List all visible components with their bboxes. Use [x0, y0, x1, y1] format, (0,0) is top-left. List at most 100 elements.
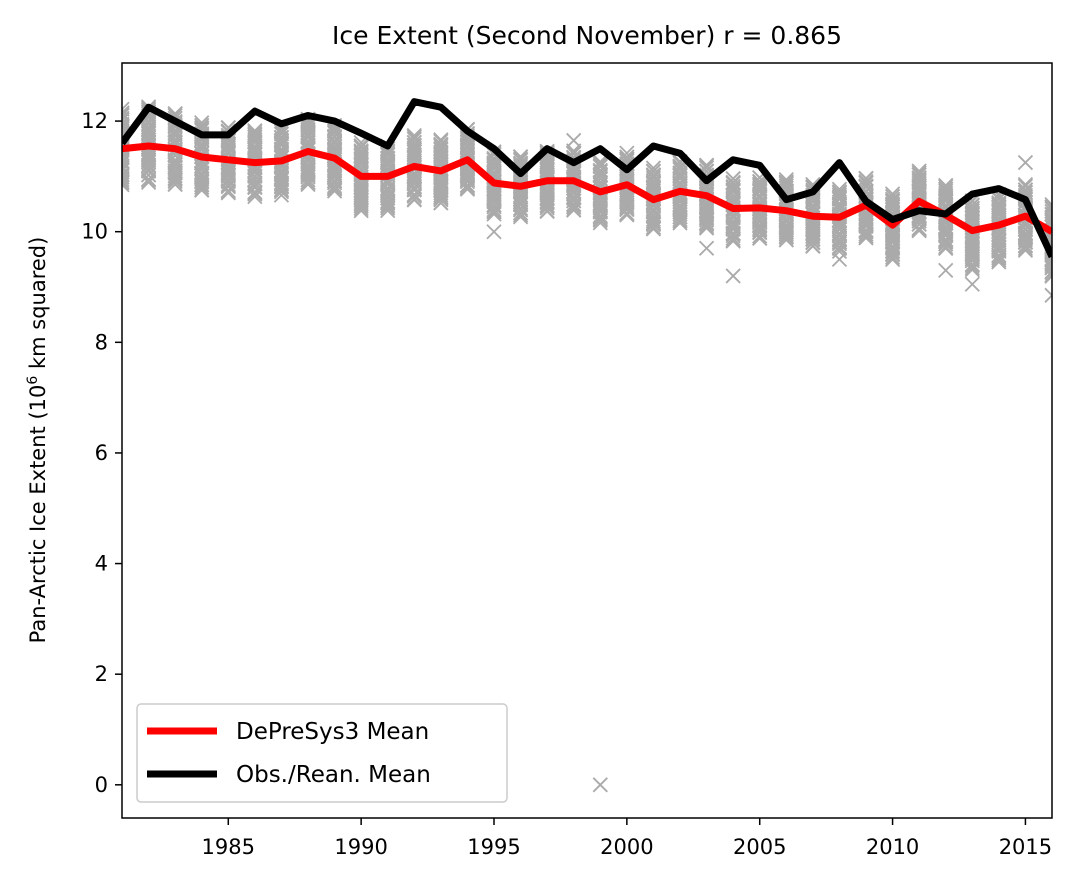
ensemble-member-marker: [353, 138, 369, 154]
ensemble-outlier-marker: [1044, 287, 1052, 303]
ensemble-member-marker: [247, 129, 263, 145]
y-tick-label: 8: [95, 330, 108, 354]
ensemble-member-marker: [539, 187, 555, 203]
x-tick-label: 1995: [467, 835, 520, 859]
ensemble-member-marker: [672, 211, 688, 228]
ensemble-member-marker: [884, 191, 901, 207]
ensemble-member-marker: [353, 150, 369, 167]
ensemble-member-marker: [122, 106, 130, 122]
ensemble-member-marker: [247, 125, 263, 142]
ensemble-member-marker: [911, 163, 927, 179]
ensemble-member-marker: [566, 196, 582, 212]
ensemble-member-marker: [725, 182, 741, 198]
x-tick-label: 2010: [866, 835, 919, 859]
ensemble-member-marker: [167, 159, 183, 176]
ensemble-member-marker: [831, 184, 848, 200]
y-tick-label: 4: [95, 552, 108, 576]
legend-label-depresys3: DePreSys3 Mean: [236, 719, 429, 745]
ensemble-member-marker: [486, 158, 502, 174]
ensemble-member-marker: [326, 163, 343, 179]
ensemble-member-marker: [645, 219, 662, 235]
ensemble-member-marker: [406, 131, 422, 147]
ensemble-member-marker: [592, 191, 608, 208]
ensemble-member-marker: [353, 145, 369, 162]
ensemble-outlier-marker: [698, 240, 715, 256]
ensemble-member-marker: [140, 121, 157, 137]
legend-box: [136, 703, 508, 803]
legend-label-obs: Obs./Rean. Mean: [236, 762, 431, 788]
y-axis-label: Pan-Arctic Ice Extent (106 km squared): [25, 237, 50, 644]
ensemble-member-marker: [1017, 176, 1034, 193]
ensemble-member-marker: [938, 177, 954, 193]
ensemble-member-marker: [938, 179, 954, 195]
ensemble-member-marker: [122, 174, 130, 190]
ensemble-outlier-marker: [725, 268, 741, 284]
ensemble-member-marker: [991, 191, 1007, 207]
ensemble-member-marker: [1017, 229, 1034, 245]
ensemble-member-marker: [247, 146, 263, 162]
ensemble-member-marker: [140, 174, 157, 190]
ensemble-member-marker: [831, 187, 848, 203]
plot-frame: [121, 62, 1053, 819]
ensemble-member-marker: [831, 181, 848, 197]
ensemble-member-marker: [911, 170, 927, 186]
ensemble-member-marker: [592, 156, 608, 172]
ensemble-member-marker: [592, 154, 608, 170]
ensemble-member-marker: [122, 105, 130, 121]
ensemble-member-marker: [194, 173, 210, 189]
ensemble-member-marker: [406, 173, 422, 189]
ensemble-member-marker: [672, 160, 688, 176]
ensemble-member-marker: [1044, 203, 1052, 220]
ensemble-member-marker: [592, 215, 608, 231]
ensemble-member-marker: [566, 164, 582, 180]
ensemble-outlier-marker: [831, 251, 848, 267]
ensemble-member-marker: [512, 149, 529, 165]
ensemble-member-marker: [725, 171, 741, 187]
x-tick-label: 2015: [999, 835, 1052, 859]
ensemble-member-marker: [964, 200, 980, 216]
ensemble-member-marker: [645, 167, 662, 183]
x-tick-label: 1990: [334, 835, 387, 859]
ensemble-member-marker: [247, 123, 263, 139]
y-tick-label: 2: [95, 662, 108, 686]
chart-title: Ice Extent (Second November) r = 0.865: [332, 21, 842, 50]
ensemble-member-marker: [353, 139, 369, 156]
ensemble-member-marker: [858, 173, 874, 190]
obs-rean-mean-line: [122, 98, 1052, 259]
series-lines: [122, 98, 1052, 259]
ensemble-outlier-marker: [964, 276, 980, 292]
ensemble-member-marker: [122, 101, 130, 117]
ensemble-member-marker: [592, 158, 608, 174]
y-tick-label: 6: [95, 441, 108, 465]
ensemble-member-marker: [406, 129, 422, 145]
ensemble-member-marker: [858, 175, 874, 191]
y-tick-label: 0: [95, 773, 108, 797]
ensemble-member-marker: [725, 178, 741, 195]
ensemble-member-marker: [1044, 201, 1052, 217]
ensemble-member-marker: [752, 176, 768, 193]
ensemble-member-marker: [433, 132, 449, 148]
ensemble-member-marker: [672, 161, 688, 178]
y-tick-label: 12: [81, 109, 108, 133]
ensemble-member-marker: [778, 174, 794, 190]
ensemble-member-marker: [619, 145, 635, 161]
ensemble-member-marker: [884, 193, 901, 209]
ensemble-member-marker: [433, 136, 449, 152]
ensemble-member-marker: [831, 239, 848, 255]
x-tick-label: 1985: [202, 835, 255, 859]
ensemble-member-marker: [512, 202, 529, 218]
ensemble-member-marker: [406, 142, 422, 158]
ensemble-member-marker: [911, 167, 927, 183]
y-axis: 0 2 4 6 8 10 12: [81, 109, 122, 797]
ensemble-outlier-marker: [938, 262, 954, 279]
ensemble-member-marker: [273, 126, 290, 142]
ensemble-member-marker: [326, 125, 343, 141]
ensemble-member-marker: [698, 157, 715, 173]
y-tick-label: 10: [81, 220, 108, 244]
ensemble-member-marker: [406, 134, 422, 150]
ensemble-member-marker: [778, 172, 794, 188]
ensemble-member-marker: [858, 171, 874, 187]
ensemble-outlier-marker: [592, 777, 608, 793]
x-tick-label: 2005: [733, 835, 786, 859]
